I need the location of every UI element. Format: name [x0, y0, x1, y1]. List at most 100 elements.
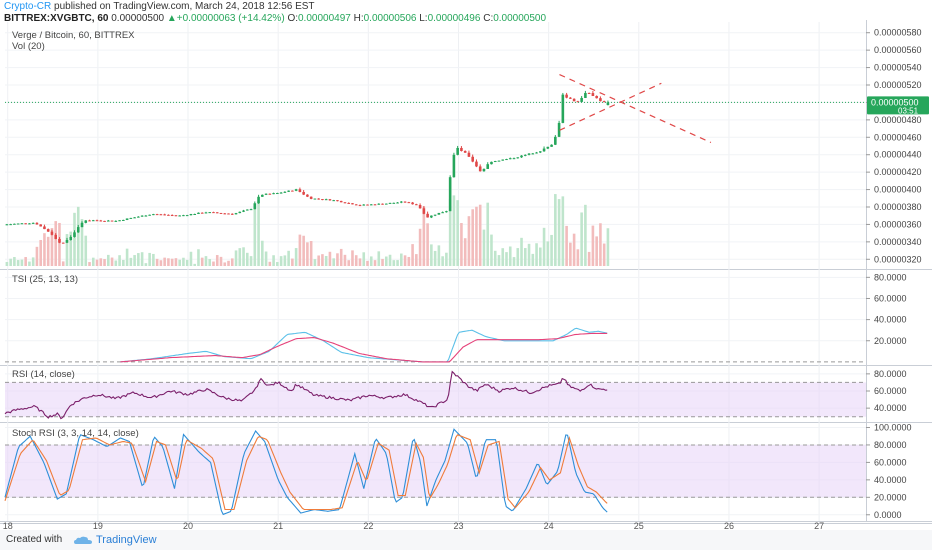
volume-bar — [107, 254, 110, 266]
volume-bar — [354, 255, 358, 266]
symbol-label[interactable]: BITTREX:XVGBTC, 60 — [4, 13, 109, 24]
candle-body — [28, 223, 31, 225]
volume-bar — [426, 223, 429, 266]
volume-bar — [471, 209, 474, 266]
candle-body — [200, 212, 204, 214]
low-value: 0.00000496 — [427, 13, 481, 24]
triangle-trendline — [559, 82, 662, 131]
volume-bar — [602, 243, 606, 266]
candle-body — [516, 157, 520, 159]
volume-bar — [366, 260, 369, 266]
tsi-tick-label: 60.0000 — [874, 293, 907, 303]
volume-bar — [422, 206, 426, 266]
candle-body — [531, 153, 535, 155]
volume-bar — [39, 239, 42, 266]
volume-bar — [88, 262, 91, 266]
candle-body — [460, 147, 463, 151]
candle-body — [144, 215, 148, 217]
time-tick-label: 25 — [634, 521, 644, 530]
candle-body — [197, 212, 200, 215]
candle-body — [508, 158, 512, 160]
time-axis[interactable]: 18 19 20 21 22 23 24 25 26 27 — [3, 521, 824, 530]
volume-bar — [159, 260, 163, 266]
candle-body — [527, 153, 531, 155]
candle-body — [490, 161, 493, 165]
candle-body — [467, 152, 471, 157]
volume-title: Vol (20) — [12, 41, 45, 52]
candle-body — [569, 97, 572, 99]
volume-bar — [554, 194, 557, 266]
candle-body — [471, 156, 474, 162]
volume-bar — [20, 259, 24, 266]
volume-bar — [302, 235, 305, 266]
candle-body — [253, 203, 257, 210]
volume-bar — [155, 258, 159, 266]
candle-body — [554, 136, 557, 145]
candle-body — [219, 212, 223, 214]
price-tick-label: 0.00000460 — [874, 132, 922, 142]
volume-bar — [125, 248, 129, 266]
candle-body — [268, 193, 272, 195]
candle-body — [31, 222, 35, 224]
time-tick-label: 24 — [544, 521, 554, 530]
author-link[interactable]: Crypto-CR — [4, 1, 52, 12]
volume-bar — [373, 260, 377, 266]
volume-bar — [475, 206, 478, 266]
time-tick-label: 18 — [3, 521, 13, 530]
tsi-tick-label: 80.0000 — [874, 272, 907, 282]
volume-bar — [606, 228, 610, 266]
volume-bar — [309, 241, 313, 266]
volume-bar — [497, 255, 501, 266]
open-label: O: — [287, 13, 298, 24]
volume-bar — [182, 257, 185, 266]
volume-bar — [584, 204, 587, 266]
volume-bar — [99, 258, 103, 266]
candle-body — [302, 191, 305, 195]
candle-body — [242, 210, 245, 212]
volume-bar — [46, 236, 50, 266]
volume-bar — [294, 248, 298, 266]
volume-bar — [482, 229, 486, 266]
change-value: +0.00000063 (+14.42%) — [176, 13, 285, 24]
candle-body — [133, 217, 136, 219]
volume-bar — [291, 258, 294, 266]
volume-bar — [328, 251, 332, 266]
volume-bar — [253, 203, 257, 266]
volume-bar — [31, 257, 35, 266]
price-chart-title: Verge / Bitcoin, 60, BITTREX — [12, 30, 135, 41]
time-tick-label: 19 — [93, 521, 103, 530]
candle-body — [5, 224, 9, 226]
volume-bar — [347, 260, 351, 266]
tradingview-brand-link[interactable]: TradingView — [96, 534, 157, 546]
volume-bar — [343, 254, 347, 266]
tsi-tick-label: 40.0000 — [874, 315, 907, 325]
high-label: H: — [353, 13, 364, 24]
volume-bar — [35, 246, 39, 266]
candle-body — [159, 214, 163, 216]
candle-body — [587, 92, 591, 94]
candle-body — [152, 214, 155, 216]
pane-titles: Verge / Bitcoin, 60, BITTREX TSI (25, 13,… — [12, 30, 139, 439]
volume-bar — [381, 258, 384, 266]
candle-body — [351, 203, 354, 205]
price-axis[interactable]: 0.00000580 0.00000560 0.00000540 0.00000520… — [866, 28, 929, 520]
volume-bar — [189, 251, 193, 266]
created-with-label: Created with — [6, 534, 63, 545]
volume-bar — [140, 252, 144, 266]
candle-body — [358, 205, 362, 207]
candle-body — [137, 216, 140, 218]
volume-bar — [204, 256, 208, 266]
volume-bar — [505, 252, 508, 266]
candle-body — [339, 200, 343, 203]
candle-body — [167, 214, 170, 216]
candle-body — [125, 218, 129, 220]
candle-body — [279, 192, 283, 194]
candle-body — [283, 191, 287, 193]
candle-body — [373, 204, 377, 206]
candle-body — [343, 202, 347, 204]
volume-bar — [257, 201, 260, 266]
candle-body — [328, 199, 332, 201]
volume-bar — [550, 234, 553, 266]
candle-body — [182, 215, 185, 217]
candle-body — [118, 220, 121, 222]
